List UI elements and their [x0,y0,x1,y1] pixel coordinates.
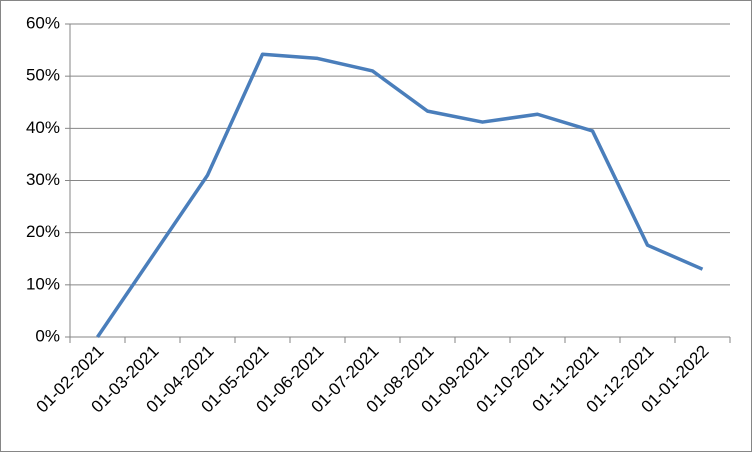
y-tick-label: 30% [26,170,60,189]
y-tick-label: 40% [26,118,60,137]
y-tick-label: 50% [26,66,60,85]
y-tick-label: 20% [26,222,60,241]
y-tick-label: 10% [26,274,60,293]
y-tick-label: 60% [26,13,60,32]
line [96,52,704,338]
y-tick-label: 0% [35,326,60,345]
